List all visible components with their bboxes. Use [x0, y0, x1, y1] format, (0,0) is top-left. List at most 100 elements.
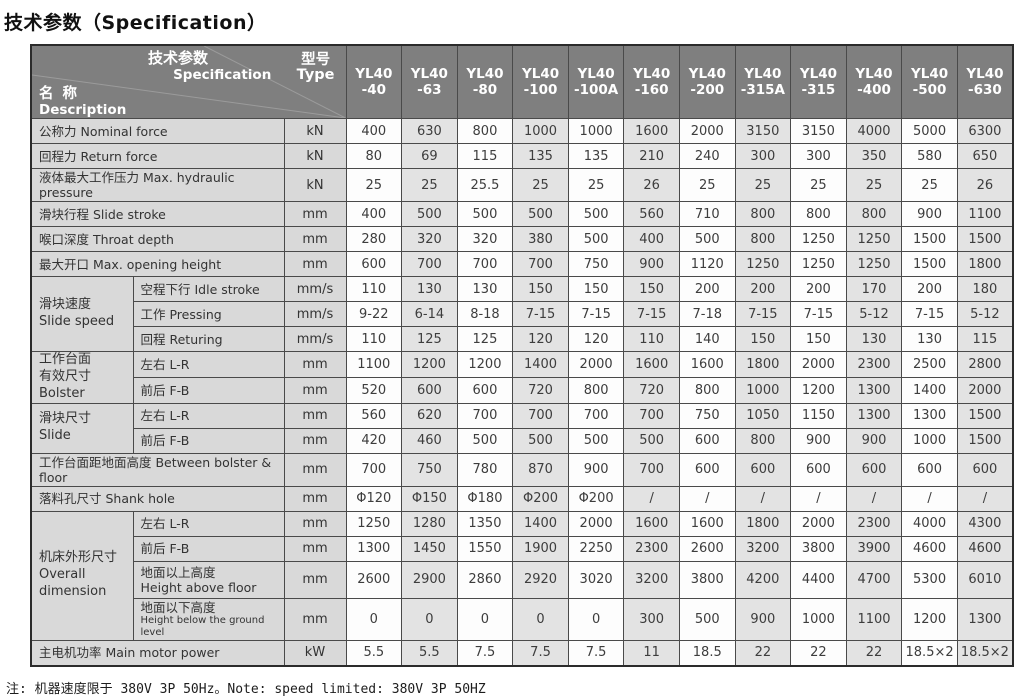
value-cell: 2250 [567, 535, 625, 562]
value-cell: 1250 [845, 226, 903, 252]
table-row: 液体最大工作压力 Max. hydraulic pressure kN 25 25 25… [30, 168, 1014, 202]
table-row: 机床外形尺寸 Overall dimension 左右 L-R mm 1250 1280… [30, 510, 1014, 641]
value-cell: 5300 [901, 560, 958, 599]
value-cell: 1800 [734, 510, 792, 537]
value-cell: 0 [456, 597, 514, 641]
unit-cell: mm [283, 510, 347, 537]
value-cell: 130 [901, 326, 958, 352]
value-cell: 700 [623, 402, 680, 429]
value-cell: 5.5 [345, 639, 403, 667]
value-cell: 110 [623, 326, 680, 352]
value-cell: 800 [456, 118, 514, 144]
group-label: 滑块速度 Slide speed [30, 276, 134, 352]
value-cell: 630 [401, 118, 458, 144]
value-cell: 5000 [901, 118, 958, 144]
value-cell: 1500 [956, 226, 1014, 252]
value-cell: Φ200 [512, 485, 569, 512]
value-cell: 3150 [734, 118, 792, 144]
row-label: 工作 Pressing [132, 301, 285, 327]
value-cell: 150 [512, 276, 569, 302]
value-cell: 2920 [512, 560, 569, 599]
value-cell: 1300 [345, 535, 403, 562]
header-spec-cn: 技术参数 [147, 49, 208, 67]
value-cell: 2000 [567, 510, 625, 537]
value-cell: 560 [623, 201, 680, 227]
value-cell: 150 [623, 276, 680, 302]
value-cell: 140 [678, 326, 736, 352]
value-cell: Φ150 [401, 485, 458, 512]
value-cell: 1200 [901, 597, 958, 641]
unit-cell: mm/s [283, 301, 347, 327]
value-cell: 3200 [623, 560, 680, 599]
table-row: 地面以下高度 Height below the ground level mm 0 0 0… [31, 597, 1014, 641]
model-header: YL40 -160 [623, 44, 680, 119]
value-cell: 1350 [456, 510, 514, 537]
model-header: YL40 -80 [456, 44, 514, 119]
row-label: 工作台面距地面高度 Between bolster & floor [30, 452, 285, 487]
value-cell: 710 [678, 201, 736, 227]
row-label: 公称力 Nominal force [30, 118, 285, 144]
value-cell: 500 [456, 201, 514, 227]
value-cell: 240 [678, 143, 736, 169]
table-row: 地面以上高度 Height above floor mm 2600 2900 2860 29… [31, 560, 1014, 599]
value-cell: Φ120 [345, 485, 403, 512]
value-cell: 750 [567, 251, 625, 277]
value-cell: 3200 [734, 535, 792, 562]
value-cell: 2300 [845, 351, 903, 378]
value-cell: 7-15 [734, 301, 792, 327]
value-cell: Φ180 [456, 485, 514, 512]
value-cell: 1550 [456, 535, 514, 562]
table-row: 前后 F-B mm 1300 1450 1550 1900 2250 2300 2600 3200… [31, 535, 1014, 562]
value-cell: 11 [623, 639, 680, 667]
table-row: 落料孔尺寸 Shank hole mm Φ120 Φ150 Φ180 Φ200 Φ200//… [30, 485, 1014, 512]
value-cell: 125 [401, 326, 458, 352]
value-cell: 1600 [623, 118, 680, 144]
table-row: 主电机功率 Main motor power kW 5.5 5.5 7.5 7.5 7.5 1… [30, 639, 1014, 667]
value-cell: 3800 [790, 535, 847, 562]
value-cell: 1800 [734, 351, 792, 378]
row-label: 液体最大工作压力 Max. hydraulic pressure [30, 168, 285, 202]
value-cell: 6010 [956, 560, 1014, 599]
model-header: YL40 -63 [401, 44, 458, 119]
value-cell: 320 [401, 226, 458, 252]
value-cell: 1120 [678, 251, 736, 277]
value-cell: 800 [790, 201, 847, 227]
value-cell: 700 [401, 251, 458, 277]
value-cell: 900 [567, 452, 625, 487]
value-cell: 1000 [901, 427, 958, 454]
value-cell: 1300 [901, 402, 958, 429]
header-spec-en: Specification [173, 67, 272, 83]
value-cell: 800 [734, 427, 792, 454]
table-row: 滑块速度 Slide speed 空程下行 Idle stroke mm/s 110 1… [30, 276, 1014, 352]
value-cell: 1250 [790, 226, 847, 252]
value-cell: 5-12 [956, 301, 1014, 327]
value-cell: 26 [623, 168, 680, 202]
value-cell: 7-15 [901, 301, 958, 327]
value-cell: 25 [901, 168, 958, 202]
value-cell: 1000 [734, 376, 792, 404]
value-cell: 7-15 [623, 301, 680, 327]
value-cell: 200 [678, 276, 736, 302]
value-cell: 300 [734, 143, 792, 169]
row-label: 回程 Returing [132, 326, 285, 352]
unit-cell: mm [283, 535, 347, 562]
value-cell: 120 [512, 326, 569, 352]
value-cell: 400 [623, 226, 680, 252]
model-header: YL40 -100A [567, 44, 625, 119]
value-cell: 1400 [512, 351, 569, 378]
table-row: 工作台面 有效尺寸 Bolster 左右 L-R mm 1100 1200 1200 140… [30, 351, 1014, 404]
value-cell: 18.5 [678, 639, 736, 667]
value-cell: 18.5×2 [901, 639, 958, 667]
unit-cell: mm [283, 376, 347, 404]
value-cell: 26 [956, 168, 1014, 202]
unit-cell: mm [283, 452, 347, 487]
value-cell: 1000 [512, 118, 569, 144]
row-label: 左右 L-R [132, 351, 285, 378]
value-cell: 25 [790, 168, 847, 202]
value-cell: 900 [734, 597, 792, 641]
value-cell: 135 [567, 143, 625, 169]
value-cell: 115 [956, 326, 1014, 352]
value-cell: 2300 [623, 535, 680, 562]
value-cell: 700 [623, 452, 680, 487]
table-row: 前后 F-B mm 420 460 500 500 500 500 600 800 900 900 10… [31, 427, 1014, 454]
